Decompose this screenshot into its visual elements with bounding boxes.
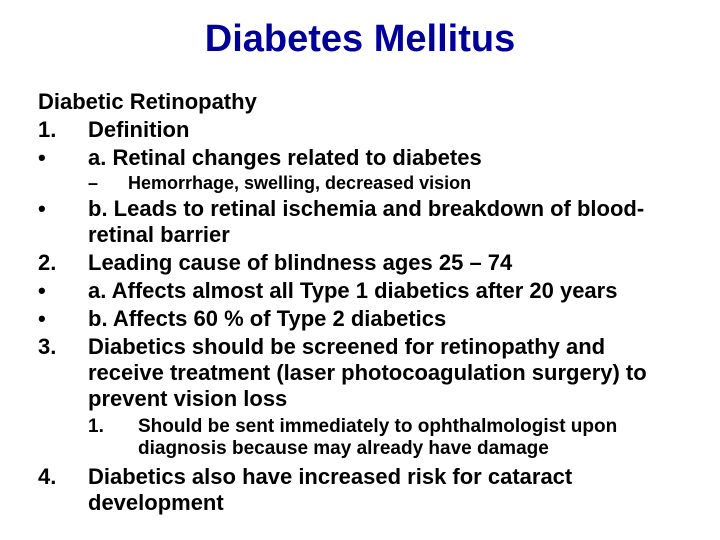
list-text: Definition — [88, 117, 682, 143]
list-item: 1.Definition — [38, 117, 682, 143]
list-text: a. Retinal changes related to diabetes — [88, 145, 682, 171]
list-text: a. Affects almost all Type 1 diabetics a… — [88, 278, 682, 304]
list-text: b. Leads to retinal ischemia and breakdo… — [88, 196, 682, 248]
list-marker: 2. — [38, 250, 88, 276]
list-marker: • — [38, 196, 88, 222]
list-marker: • — [38, 306, 88, 332]
list-marker: • — [38, 278, 88, 304]
sub-numbered-text: Should be sent immediately to ophthalmol… — [138, 416, 682, 460]
list-marker: 3. — [38, 334, 88, 360]
slide-title: Diabetes Mellitus — [38, 18, 682, 61]
list-item: •a. Retinal changes related to diabetes — [38, 145, 682, 171]
sub-bullet: – Hemorrhage, swelling, decreased vision — [88, 173, 682, 194]
sub-numbered: 1. Should be sent immediately to ophthal… — [88, 416, 682, 460]
sub-text: Hemorrhage, swelling, decreased vision — [128, 173, 682, 194]
list-text: b. Affects 60 % of Type 2 diabetics — [88, 306, 682, 332]
list-item: •a. Affects almost all Type 1 diabetics … — [38, 278, 682, 304]
list-item: •b. Affects 60 % of Type 2 diabetics — [38, 306, 682, 332]
list-text: Leading cause of blindness ages 25 – 74 — [88, 250, 682, 276]
list-marker: 1. — [38, 117, 88, 143]
sub-numbered-marker: 1. — [88, 416, 138, 438]
list-text: Diabetics should be screened for retinop… — [88, 334, 682, 412]
slide-subtitle: Diabetic Retinopathy — [38, 89, 682, 115]
list-text: Diabetics also have increased risk for c… — [88, 464, 682, 516]
sub-marker: – — [88, 173, 128, 194]
list-marker: 4. — [38, 464, 88, 490]
list-item: •b. Leads to retinal ischemia and breakd… — [38, 196, 682, 248]
list-item: 2.Leading cause of blindness ages 25 – 7… — [38, 250, 682, 276]
list-item: 3.Diabetics should be screened for retin… — [38, 334, 682, 412]
list-marker: • — [38, 145, 88, 171]
list-item: 4.Diabetics also have increased risk for… — [38, 464, 682, 516]
